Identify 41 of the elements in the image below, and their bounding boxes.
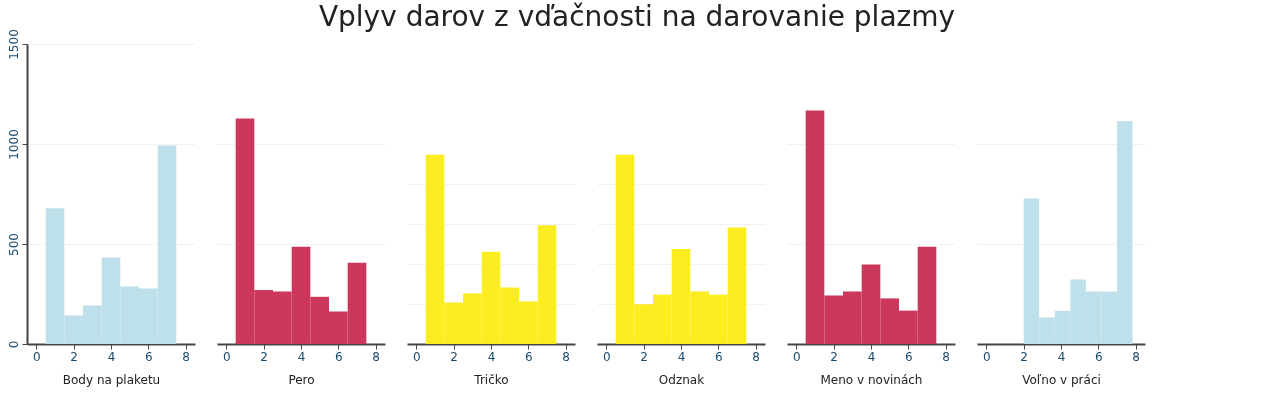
y-tick-label: 500	[6, 233, 21, 256]
x-tick-label: 4	[487, 349, 496, 364]
y-tick-label: 1500	[6, 29, 21, 60]
x-axis-title: Body na plaketu	[62, 372, 161, 387]
x-tick-label: 8	[372, 349, 380, 364]
y-tick-label: 0	[6, 340, 21, 349]
x-tick-label: 4	[1057, 349, 1066, 364]
x-tick-label: 0	[983, 349, 991, 364]
x-tick-label: 6	[525, 349, 533, 364]
x-tick-label: 6	[905, 349, 913, 364]
x-tick-label: 2	[640, 349, 648, 364]
x-tick-label: 0	[33, 349, 41, 364]
x-tick-label: 8	[752, 349, 760, 364]
x-tick-label: 8	[182, 349, 190, 364]
x-tick-label: 0	[223, 349, 231, 364]
x-tick-label: 6	[145, 349, 153, 364]
x-tick-label: 0	[603, 349, 611, 364]
x-tick-label: 4	[677, 349, 686, 364]
text: Vplyv darov z vďačnosti na darovanie plazmy	[318, 0, 956, 33]
x-tick-label: 6	[1095, 349, 1103, 364]
x-tick-label: 2	[260, 349, 268, 364]
x-tick-label: 4	[107, 349, 116, 364]
y-tick-label: 1000	[6, 129, 21, 160]
x-tick-label: 4	[297, 349, 306, 364]
x-axis-title: Pero	[288, 372, 315, 387]
x-tick-label: 0	[413, 349, 421, 364]
x-tick-label: 8	[942, 349, 950, 364]
x-axis-title: Voľno v práci	[1022, 372, 1101, 387]
x-tick-label: 2	[830, 349, 838, 364]
x-tick-label: 2	[450, 349, 458, 364]
x-tick-label: 8	[562, 349, 570, 364]
x-axis-title: Odznak	[658, 372, 705, 387]
x-axis-title: Tričko	[473, 372, 509, 387]
x-tick-label: 6	[715, 349, 723, 364]
x-tick-label: 8	[1132, 349, 1140, 364]
x-axis-title: Meno v novinách	[820, 372, 923, 387]
x-tick-label: 2	[70, 349, 78, 364]
x-tick-label: 0	[793, 349, 801, 364]
x-tick-label: 4	[867, 349, 876, 364]
x-tick-label: 6	[335, 349, 343, 364]
x-tick-label: 2	[1020, 349, 1028, 364]
